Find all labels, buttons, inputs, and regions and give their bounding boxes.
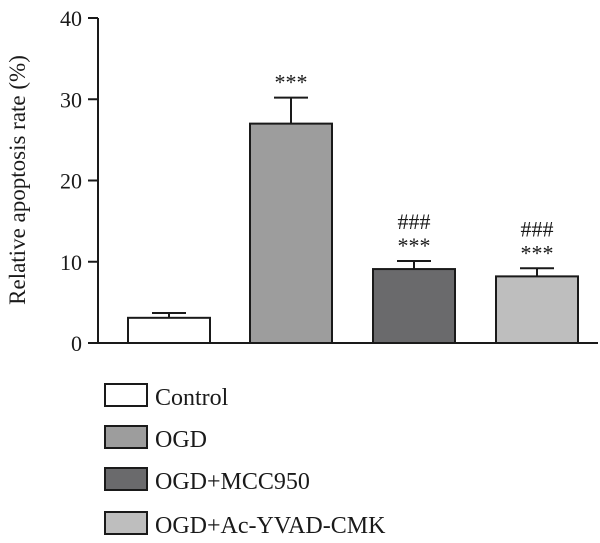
y-tick-label: 10 — [60, 250, 82, 275]
bar-3 — [372, 268, 456, 344]
significance-label: *** — [398, 233, 431, 258]
significance-label: *** — [275, 70, 308, 95]
y-tick-label: 40 — [60, 6, 82, 31]
bar-4 — [495, 275, 579, 344]
significance-label: ### — [398, 209, 431, 234]
significance-label: ### — [521, 216, 554, 241]
bar-2 — [249, 122, 333, 344]
bar-1 — [127, 316, 211, 344]
legend-swatch-2 — [104, 425, 148, 449]
legend-label-4: OGD+Ac-YVAD-CMK — [155, 513, 386, 539]
legend-swatch-3 — [104, 467, 148, 491]
legend-label-3: OGD+MCC950 — [155, 469, 310, 495]
legend-swatch-4 — [104, 511, 148, 535]
legend-label-2: OGD — [155, 427, 207, 453]
significance-label: *** — [521, 240, 554, 265]
y-tick-label: 20 — [60, 169, 82, 194]
legend-label-1: Control — [155, 385, 229, 411]
legend: Control OGD OGD+MCC950 OGD+Ac-YVAD-CMK — [104, 383, 386, 539]
y-tick-label: 30 — [60, 87, 82, 112]
legend-swatch-1 — [104, 383, 148, 407]
y-axis-title: Relative apoptosis rate (%) — [5, 55, 30, 305]
y-tick-label: 0 — [71, 331, 82, 356]
